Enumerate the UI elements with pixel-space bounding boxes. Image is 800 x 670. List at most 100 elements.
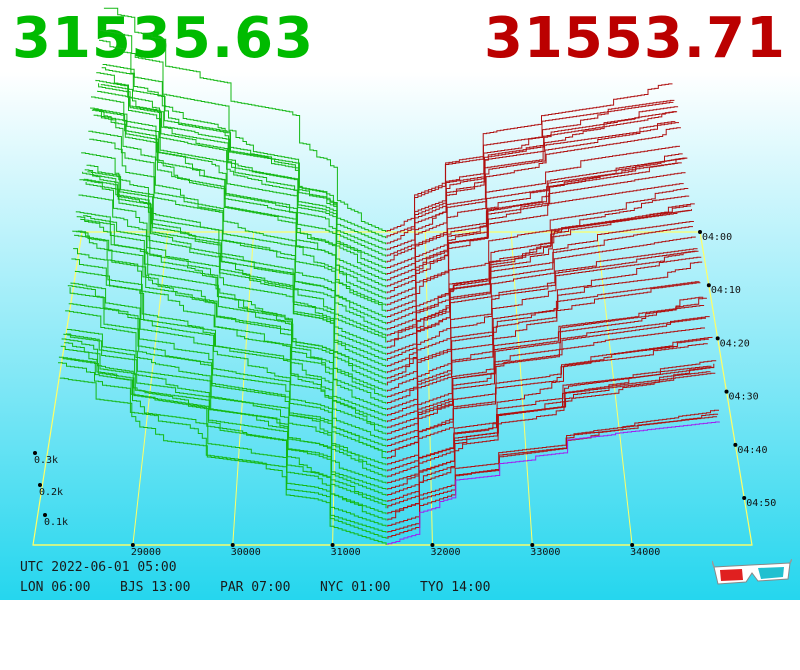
bid-depth-line <box>100 84 386 251</box>
price-gridline <box>332 231 340 546</box>
volume-tick-label: 0.2k <box>39 487 63 498</box>
ask-depth-line <box>387 343 708 466</box>
price-tick-dot <box>430 543 435 547</box>
ask-depth-line <box>386 122 679 275</box>
ask-depth-line <box>386 203 695 380</box>
ask-depth-line <box>386 157 688 331</box>
ask-depth-line <box>387 409 719 539</box>
price-gridline <box>132 231 169 546</box>
bid-depth-line <box>87 171 387 343</box>
ask-depth-line <box>387 338 709 472</box>
time-tick-dot <box>706 283 711 288</box>
ask-depth-line <box>387 363 715 509</box>
price-tick-label: 31000 <box>331 547 361 558</box>
volume-tick-dot <box>38 483 42 487</box>
ask-depth-line <box>387 413 719 533</box>
volume-tick-label: 0.1k <box>44 517 68 528</box>
ask-depth-line <box>386 153 683 300</box>
ask-depth-line <box>387 296 704 435</box>
3d-glasses-icon[interactable] <box>712 559 792 589</box>
bid-depth-line <box>66 328 387 484</box>
ask-depth-line <box>386 157 687 325</box>
time-tick-label: 04:50 <box>746 498 776 509</box>
time-tick-dot <box>715 336 720 341</box>
ask-price: 31553.71 <box>483 6 786 71</box>
volume-tick-label: 0.3k <box>34 455 58 466</box>
bid-depth-line <box>90 107 387 325</box>
timezone-lon: LON 06:00 <box>20 580 91 595</box>
bid-depth-line <box>86 164 387 349</box>
price-tick-dot <box>130 543 135 547</box>
price-gridline <box>510 231 533 546</box>
ask-depth-line <box>387 372 716 515</box>
bid-depth-line <box>73 248 387 441</box>
bid-depth-line <box>102 64 386 239</box>
bid-depth-line <box>85 181 387 355</box>
bid-depth-line <box>71 258 387 453</box>
ask-depth-line <box>387 261 703 429</box>
bid-depth-line <box>60 345 387 527</box>
volume-tick-dot <box>33 451 37 455</box>
time-tick-label: 04:00 <box>702 232 732 243</box>
axis-labels-layer: 29000 30000 31000 32000 33000 34000 04:00 04:10… <box>33 230 776 558</box>
ask-depth-line <box>387 336 713 496</box>
bid-depth-line <box>68 303 387 472</box>
ask-depth-line <box>386 226 693 367</box>
time-tick-dot <box>733 442 738 447</box>
price-tick-label: 29000 <box>131 547 161 558</box>
bid-depth-line <box>58 356 387 539</box>
ask-depth-line <box>387 360 717 521</box>
bid-depth-line <box>63 333 387 509</box>
bid-depth-line <box>64 342 387 502</box>
bid-depth-line <box>62 358 387 515</box>
ask-depth-line <box>386 99 675 245</box>
ask-depth-line <box>387 297 707 460</box>
bid-depth-line <box>99 39 386 263</box>
ask-depth-line <box>386 221 694 374</box>
price-tick-dot <box>530 543 535 547</box>
ask-depth-line <box>386 162 682 294</box>
bid-depth-line <box>89 138 387 331</box>
bid-depth-line <box>82 171 387 380</box>
bid-depth-line <box>78 194 387 404</box>
ask-depth-line <box>387 316 710 478</box>
ask-depth-line <box>387 317 706 453</box>
ask-depth-line <box>387 256 702 423</box>
bid-depth-line <box>98 83 386 269</box>
volume-tick-dot <box>43 513 47 517</box>
bid-depth-line <box>84 169 387 361</box>
ask-depth-line <box>387 250 699 404</box>
bid-depth-line <box>96 72 387 282</box>
time-tick-label: 04:10 <box>711 285 741 296</box>
bid-depth-line <box>76 216 387 417</box>
utc-time: UTC 2022-06-01 05:00 <box>20 560 177 575</box>
ask-depth-line <box>386 172 686 318</box>
price-tick-label: 33000 <box>530 547 560 558</box>
ask-depth-line <box>386 195 690 343</box>
timezone-tyo: TYO 14:00 <box>420 580 491 595</box>
price-tick-dot <box>330 543 335 547</box>
ask-depth-line <box>386 188 689 337</box>
price-tick-label: 34000 <box>630 547 660 558</box>
ask-depth-line <box>387 305 705 441</box>
ask-depth-line <box>386 210 691 349</box>
time-tick-dot <box>698 230 702 234</box>
ask-depth-line <box>386 209 692 361</box>
ask-depth-line <box>387 281 700 410</box>
bid-depth-line <box>65 310 387 496</box>
timezone-bjs: BJS 13:00 <box>120 580 191 595</box>
ask-depth-line <box>386 127 681 288</box>
time-tick-label: 04:20 <box>720 338 750 349</box>
bid-depth-line <box>61 338 387 521</box>
ask-depth-line <box>387 282 701 417</box>
bid-depth-line <box>101 67 386 245</box>
bid-depth-line <box>94 108 387 294</box>
time-tick-dot <box>742 496 747 501</box>
bid-depth-line <box>99 29 386 257</box>
price-tick-label: 30000 <box>231 547 261 558</box>
time-tick-label: 04:30 <box>729 392 759 403</box>
bid-depth-line <box>58 362 387 545</box>
ask-depth-line <box>386 145 680 282</box>
ask-depth-line <box>386 83 673 232</box>
ask-depth-line <box>386 183 684 306</box>
